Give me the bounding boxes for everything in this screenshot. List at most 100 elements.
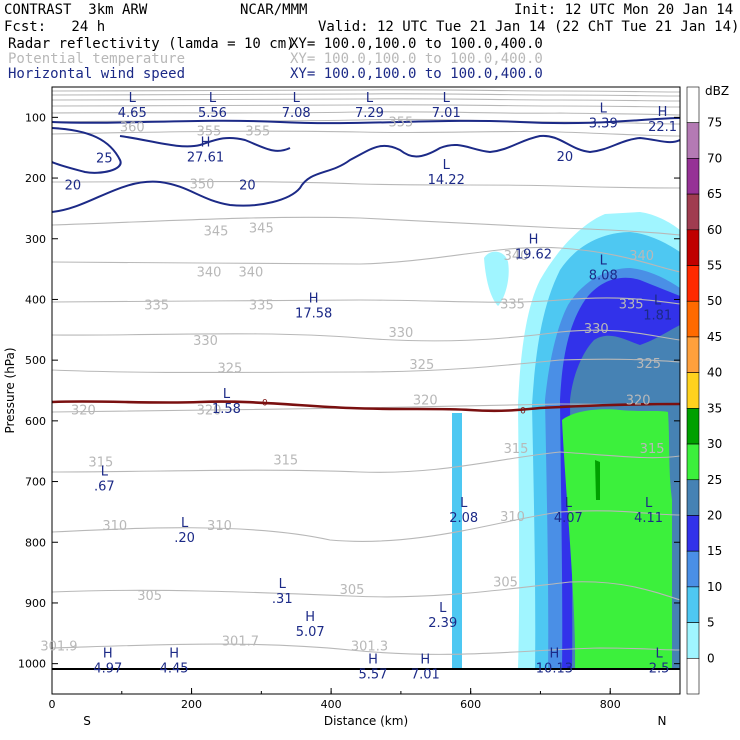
colorbar-level-label: 45 (707, 330, 722, 344)
theta-label: 340 (197, 265, 222, 280)
high-marker: H (103, 647, 113, 662)
wind-contour-20-lower (52, 134, 680, 213)
theta-label: 345 (204, 225, 229, 240)
low-marker: L (129, 91, 137, 106)
plot-fields (52, 89, 680, 670)
colorbar-swatch (686, 300, 700, 338)
theta-label: 320 (413, 393, 438, 408)
y-tick-label: 200 (25, 172, 46, 185)
extremum-value: 7.01 (432, 106, 461, 121)
y-tick-label: 700 (25, 476, 46, 489)
field-1-xy: XY= 100.0,100.0 to 100.0,400.0 (290, 36, 543, 52)
low-marker: L (209, 91, 217, 106)
low-marker: L (655, 647, 663, 662)
colorbar-level-label: 25 (707, 473, 722, 487)
field-1-name: Radar reflectivity (lamda = 10 cm) (8, 36, 295, 52)
theta-label: 320 (197, 404, 222, 419)
theta-label: 325 (636, 357, 661, 372)
x-tick-label: 0 (49, 698, 56, 711)
colorbar-swatch (686, 657, 700, 695)
extremum-value: 4.97 (93, 662, 122, 677)
wind-speed-contours (52, 117, 680, 213)
extremum-value: 4.45 (160, 662, 189, 677)
field-3-xy: XY= 100.0,100.0 to 100.0,400.0 (290, 66, 543, 82)
theta-label: 305 (137, 589, 162, 604)
theta-label: 355 (197, 125, 222, 140)
theta-label: 310 (500, 510, 525, 525)
extremum-value: 27.61 (187, 151, 224, 166)
wind-label: 20 (239, 178, 256, 193)
low-marker: L (565, 496, 573, 511)
theta-label: 305 (493, 576, 518, 591)
x-tick-label: 600 (460, 698, 481, 711)
extremum-value: 7.08 (282, 106, 311, 121)
low-marker: L (101, 465, 109, 480)
y-tick-label: 1000 (18, 658, 46, 671)
extremum-value: 7.29 (355, 106, 384, 121)
wind-label: 25 (96, 152, 113, 167)
plot-frame (51, 86, 681, 695)
theta-label: 335 (249, 299, 274, 314)
y-tick-label: 800 (25, 536, 46, 549)
colorbar-level-label: 10 (707, 580, 722, 594)
colorbar-level-label: 0 (707, 651, 715, 665)
x-tick-label: 400 (321, 698, 342, 711)
low-marker: L (600, 253, 608, 268)
colorbar-swatch (686, 586, 700, 623)
theta-label: 315 (640, 442, 665, 457)
theta-contour-375 (52, 98, 680, 102)
theta-contour-380 (52, 93, 680, 97)
theta-label: 310 (207, 519, 232, 534)
axes: 0 200 400 600 800100200300400500600700800900… (3, 111, 681, 728)
colorbar-swatch (686, 122, 700, 159)
colorbar-level-label: 5 (707, 616, 715, 630)
colorbar-swatch (686, 336, 700, 373)
low-marker: L (645, 496, 653, 511)
y-axis-label: Pressure (hPa) (3, 347, 17, 433)
reflectivity-35dbz-core (595, 460, 600, 500)
low-marker: L (279, 577, 287, 592)
freezing-level-label: 0 (520, 407, 526, 417)
extremum-value: 4.65 (118, 106, 147, 121)
extremum-value: .67 (94, 480, 115, 495)
high-marker: H (201, 136, 211, 151)
low-marker: L (181, 516, 189, 531)
high-marker: H (368, 653, 378, 668)
extremum-value: 8.08 (589, 268, 618, 283)
high-marker: H (529, 233, 539, 248)
extremum-value: 1.81 (643, 308, 672, 323)
theta-label: 315 (273, 454, 298, 469)
colorbar-swatch (686, 158, 700, 195)
low-marker: L (460, 496, 468, 511)
wind-label: 20 (65, 178, 82, 193)
x-axis-label: Distance (km) (324, 714, 408, 728)
wind-contour-25-b (119, 135, 291, 152)
theta-label: 301.9 (40, 639, 77, 654)
extremum-value: 5.57 (359, 668, 388, 683)
wind-label: 20 (557, 150, 574, 165)
colorbar-level-label: 30 (707, 437, 722, 451)
x-tick-label: 200 (181, 698, 202, 711)
theta-contour-355 (52, 130, 680, 137)
high-marker: H (169, 647, 179, 662)
theta-contours (52, 89, 680, 655)
extremum-value: 2.39 (428, 616, 457, 631)
theta-label: 330 (193, 334, 218, 349)
field-3-name: Horizontal wind speed (8, 66, 186, 82)
extremum-value: 4.07 (554, 511, 583, 526)
theta-label: 330 (388, 326, 413, 341)
extremum-value: 19.62 (515, 248, 552, 263)
theta-label: 301.7 (222, 634, 259, 649)
low-marker: L (223, 387, 231, 402)
theta-label: 325 (409, 358, 434, 373)
theta-label: 335 (619, 298, 644, 313)
colorbar-swatch (686, 265, 700, 302)
freezing-level-label: 0 (262, 399, 268, 409)
theta-label: 320 (71, 404, 96, 419)
theta-contour-345 (52, 216, 680, 236)
low-marker: L (439, 601, 447, 616)
y-tick-label: 100 (25, 111, 46, 124)
theta-contour-385 (52, 89, 680, 93)
colorbar-swatch (686, 443, 700, 481)
